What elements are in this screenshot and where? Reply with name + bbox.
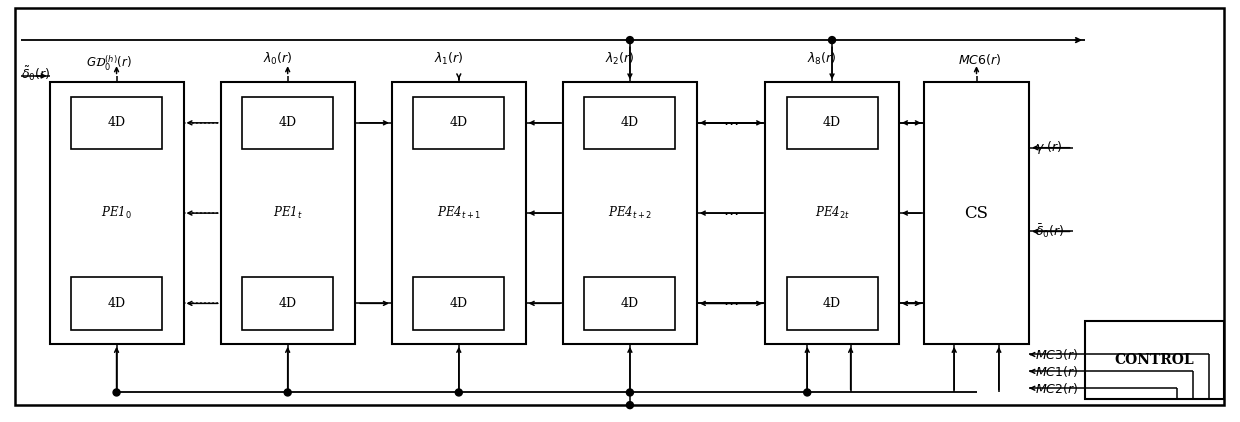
- Text: 4D: 4D: [450, 297, 467, 310]
- Bar: [413, 97, 505, 149]
- Circle shape: [626, 389, 634, 396]
- Text: PE1$_t$: PE1$_t$: [273, 205, 303, 221]
- Text: 4D: 4D: [279, 297, 296, 310]
- Bar: [392, 82, 526, 344]
- Circle shape: [804, 389, 811, 396]
- Text: $MC1(r)$: $MC1(r)$: [1035, 364, 1079, 379]
- Text: $\bar{\delta}_0(r)$: $\bar{\delta}_0(r)$: [1035, 223, 1065, 240]
- Text: 4D: 4D: [279, 116, 296, 130]
- Text: PE1$_0$: PE1$_0$: [102, 205, 131, 221]
- Text: $\tilde{\delta}_0(r)$: $\tilde{\delta}_0(r)$: [21, 65, 51, 83]
- Bar: [786, 97, 878, 149]
- Bar: [924, 82, 1029, 344]
- Circle shape: [455, 389, 463, 396]
- Text: 4D: 4D: [450, 116, 467, 130]
- Bar: [221, 82, 355, 344]
- Text: 4D: 4D: [621, 297, 639, 310]
- Bar: [242, 277, 334, 330]
- Text: CS: CS: [965, 205, 988, 222]
- Text: $MC2(r)$: $MC2(r)$: [1035, 381, 1079, 396]
- Text: PE4$_{t+2}$: PE4$_{t+2}$: [608, 205, 652, 221]
- Text: $\cdots$: $\cdots$: [723, 206, 739, 220]
- Text: $\gamma\ (r)$: $\gamma\ (r)$: [1035, 139, 1063, 156]
- Text: $G\mathcal{D}_0^{(h)}(r)$: $G\mathcal{D}_0^{(h)}(r)$: [86, 54, 131, 73]
- Text: 4D: 4D: [108, 116, 125, 130]
- Bar: [50, 82, 184, 344]
- Text: $MC3(r)$: $MC3(r)$: [1035, 347, 1079, 362]
- Text: $\lambda_0(r)$: $\lambda_0(r)$: [263, 51, 293, 67]
- Text: 4D: 4D: [108, 297, 125, 310]
- Bar: [765, 82, 899, 344]
- Text: $MC6(r)$: $MC6(r)$: [957, 51, 1001, 67]
- Bar: [242, 97, 334, 149]
- Text: 4D: 4D: [823, 297, 841, 310]
- Text: $\lambda_8(r)$: $\lambda_8(r)$: [807, 51, 837, 67]
- Bar: [413, 277, 505, 330]
- Bar: [1085, 321, 1224, 399]
- Text: PE4$_{2t}$: PE4$_{2t}$: [815, 205, 849, 221]
- Bar: [71, 277, 162, 330]
- Text: 4D: 4D: [823, 116, 841, 130]
- Circle shape: [626, 37, 634, 43]
- Circle shape: [626, 402, 634, 408]
- Text: CONTROL: CONTROL: [1115, 353, 1194, 367]
- Text: $\lambda_2(r)$: $\lambda_2(r)$: [605, 51, 635, 67]
- Bar: [786, 277, 878, 330]
- Circle shape: [113, 389, 120, 396]
- Circle shape: [284, 389, 291, 396]
- Bar: [584, 97, 676, 149]
- Text: $\cdots$: $\cdots$: [723, 116, 739, 130]
- Text: $\cdots$: $\cdots$: [723, 296, 739, 310]
- Bar: [563, 82, 697, 344]
- Bar: [71, 97, 162, 149]
- Text: PE4$_{t+1}$: PE4$_{t+1}$: [436, 205, 481, 221]
- Text: 4D: 4D: [621, 116, 639, 130]
- Circle shape: [828, 37, 836, 43]
- Bar: [584, 277, 676, 330]
- Text: $\lambda_1(r)$: $\lambda_1(r)$: [434, 51, 464, 67]
